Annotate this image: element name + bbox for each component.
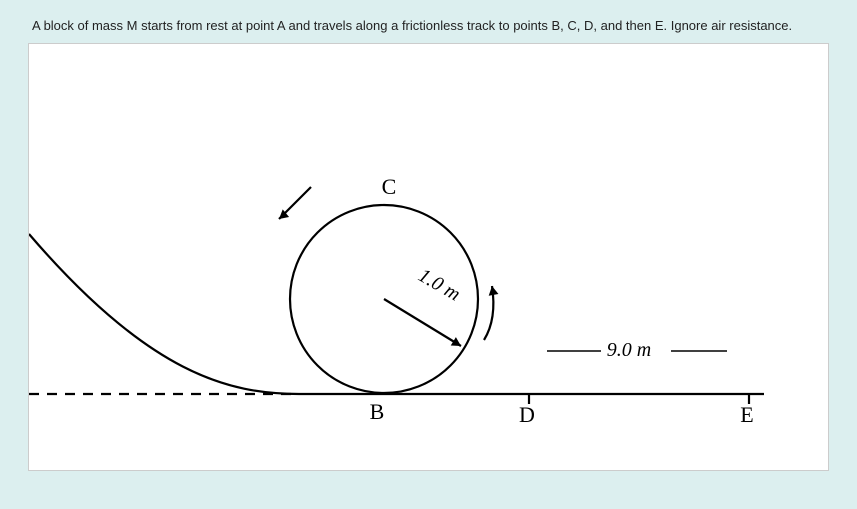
- svg-text:E: E: [740, 402, 753, 427]
- figure-panel: 1.0 m 9.0 m B C D E: [28, 43, 829, 471]
- problem-container: A block of mass M starts from rest at po…: [0, 0, 857, 509]
- svg-text:C: C: [382, 174, 397, 199]
- problem-statement: A block of mass M starts from rest at po…: [28, 18, 829, 33]
- svg-text:B: B: [370, 399, 385, 424]
- svg-text:9.0 m: 9.0 m: [607, 339, 651, 361]
- svg-text:1.0 m: 1.0 m: [415, 264, 464, 305]
- svg-text:D: D: [519, 402, 535, 427]
- track-diagram: 1.0 m 9.0 m B C D E: [29, 44, 826, 472]
